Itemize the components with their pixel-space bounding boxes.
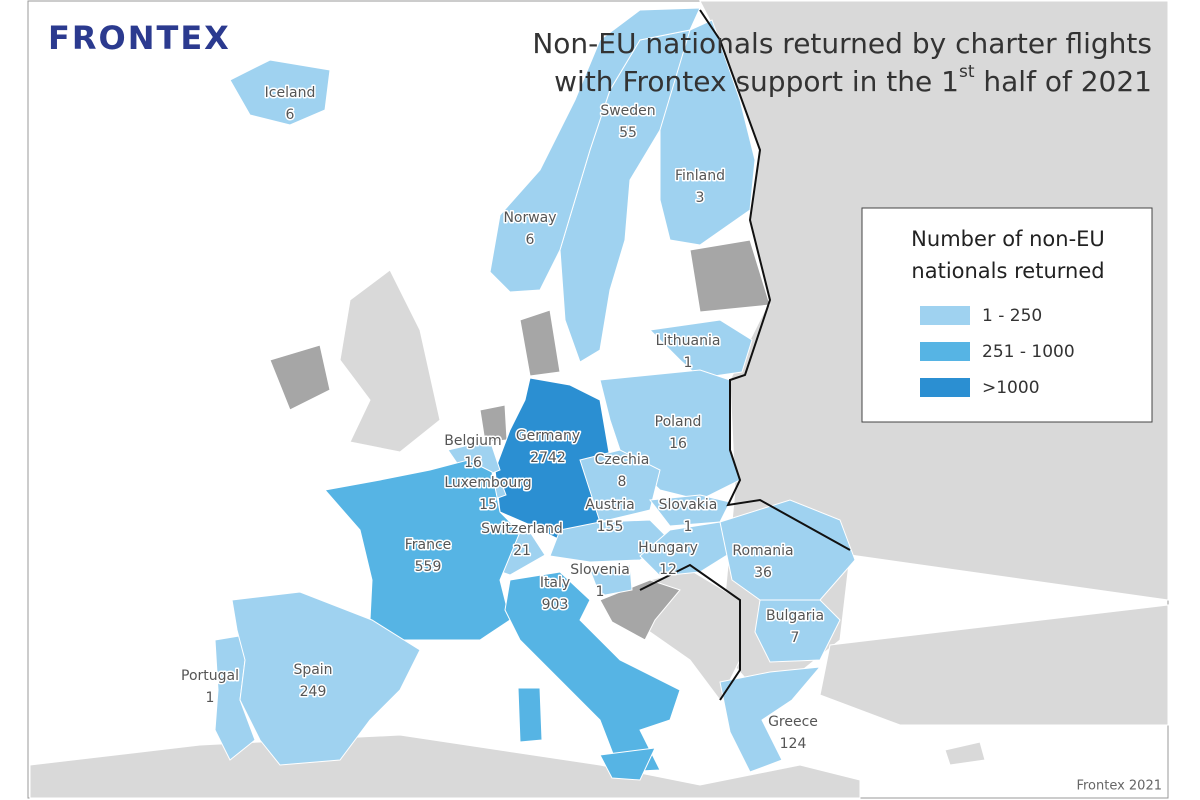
legend-label: 251 - 1000 xyxy=(982,342,1075,362)
country-name: Luxembourg xyxy=(444,475,531,491)
country-name: Bulgaria xyxy=(766,608,824,624)
legend-title: nationals returned xyxy=(911,259,1104,283)
country-name: Finland xyxy=(675,168,725,184)
country-value: 1 xyxy=(206,690,215,706)
legend-title: Number of non-EU xyxy=(911,227,1105,251)
legend-box xyxy=(861,207,1153,423)
country-value: 1 xyxy=(684,519,693,535)
country-value: 903 xyxy=(542,597,569,613)
country-name: Czechia xyxy=(595,452,650,468)
cyprus xyxy=(944,741,986,766)
country xyxy=(231,591,421,766)
country-name: Lithuania xyxy=(656,333,721,349)
country-value: 12 xyxy=(659,562,677,578)
country-name: Slovenia xyxy=(570,562,630,578)
country-value: 21 xyxy=(513,543,531,559)
country xyxy=(648,319,753,379)
country xyxy=(599,747,656,781)
country-value: 6 xyxy=(526,232,535,248)
uk xyxy=(339,269,441,453)
country-name: Austria xyxy=(585,497,634,513)
country xyxy=(504,571,681,773)
country xyxy=(719,666,822,773)
country-value: 16 xyxy=(464,455,482,471)
legend-swatch xyxy=(920,342,970,361)
title-part: with Frontex support in the 1 xyxy=(554,65,959,98)
country xyxy=(229,59,331,126)
title-line1: Non-EU nationals returned by charter fli… xyxy=(532,27,1152,60)
country xyxy=(517,687,543,743)
country-name: Sweden xyxy=(600,103,655,119)
logo: FRONTEX xyxy=(48,19,231,57)
title-line2: with Frontex support in the 1st half of … xyxy=(554,62,1152,98)
legend-swatch xyxy=(920,306,970,325)
country-value: 2742 xyxy=(530,450,566,466)
country-value: 559 xyxy=(415,559,442,575)
title-sup: st xyxy=(959,62,975,82)
croatia xyxy=(599,579,681,641)
country-value: 1 xyxy=(684,355,693,371)
external-border xyxy=(699,9,851,551)
country-value: 36 xyxy=(754,565,772,581)
country xyxy=(599,369,741,501)
country-name: Portugal xyxy=(181,668,239,684)
country xyxy=(589,564,633,597)
legend-swatch xyxy=(920,378,970,397)
country-value: 1 xyxy=(596,584,605,600)
country-name: Greece xyxy=(768,714,818,730)
country-value: 8 xyxy=(618,474,627,490)
country-name: Slovakia xyxy=(659,497,718,513)
country xyxy=(649,494,731,527)
ireland xyxy=(269,344,331,411)
country-name: Hungary xyxy=(638,540,698,556)
country-name: Norway xyxy=(503,210,556,226)
country xyxy=(494,377,613,541)
country-value: 155 xyxy=(597,519,624,535)
denmark xyxy=(519,309,561,377)
country xyxy=(659,19,756,246)
other-eu-land xyxy=(269,239,771,641)
country-name: Poland xyxy=(655,414,702,430)
country xyxy=(324,459,521,641)
country xyxy=(579,449,661,523)
country-name: France xyxy=(405,537,452,553)
legend: Number of non-EU nationals returned 1 - … xyxy=(861,207,1153,423)
country-value: 15 xyxy=(479,497,497,513)
country-value: 55 xyxy=(619,125,637,141)
country-value: 7 xyxy=(791,630,800,646)
country-value: 249 xyxy=(300,684,327,700)
baltics xyxy=(689,239,771,313)
labels: Iceland 6 Sweden 55 Finland 3 Norway 6 Lithuania… xyxy=(180,84,826,754)
countries xyxy=(214,7,856,781)
legend-label: >1000 xyxy=(982,378,1040,398)
country-name: Romania xyxy=(732,543,793,559)
country-value: 124 xyxy=(780,736,807,752)
country xyxy=(489,7,701,293)
country xyxy=(754,599,841,663)
title-part: half of 2021 xyxy=(975,65,1153,98)
country xyxy=(719,499,856,601)
country-name: Italy xyxy=(540,575,570,591)
country-value: 16 xyxy=(669,436,687,452)
country-name: Switzerland xyxy=(481,521,563,537)
legend-label: 1 - 250 xyxy=(982,306,1042,326)
credit: Frontex 2021 xyxy=(1076,779,1162,794)
country-name: Germany xyxy=(516,428,580,444)
turkey xyxy=(819,604,1169,726)
country-value: 6 xyxy=(286,107,295,123)
balkan-border xyxy=(639,563,741,701)
country-value: 3 xyxy=(696,190,705,206)
country-name: Iceland xyxy=(265,85,316,101)
country-name: Belgium xyxy=(444,433,501,449)
country-name: Spain xyxy=(293,662,332,678)
